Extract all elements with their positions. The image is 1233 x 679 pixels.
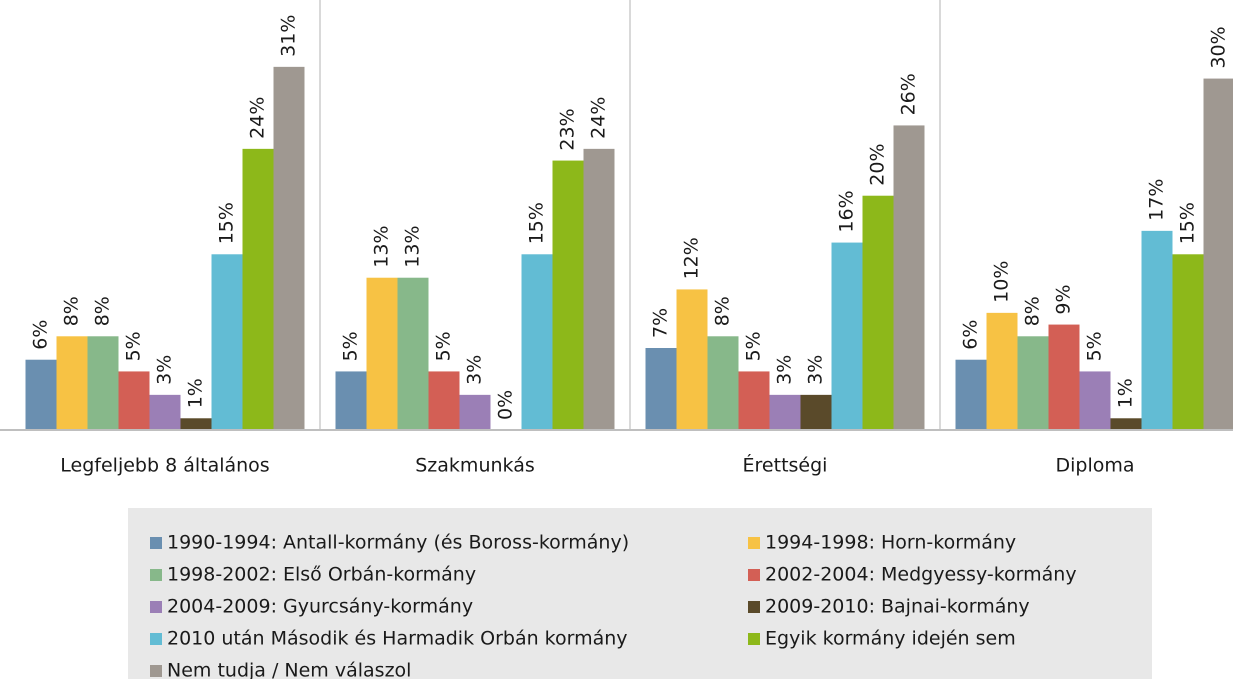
- data-label: 20%: [867, 143, 889, 185]
- data-label: 31%: [278, 15, 300, 57]
- legend-label: 1998-2002: Első Orbán-kormány: [167, 564, 476, 586]
- legend-label: Egyik kormány idején sem: [765, 628, 1016, 650]
- legend-swatch: [150, 665, 162, 677]
- data-label: 12%: [681, 237, 703, 279]
- data-label: 0%: [495, 390, 517, 420]
- data-label: 17%: [1146, 179, 1168, 221]
- bar: [1110, 418, 1142, 430]
- legend-label: 1994-1998: Horn-kormány: [765, 532, 1016, 554]
- bar: [800, 394, 832, 430]
- bar: [552, 160, 584, 431]
- data-label: 30%: [1208, 26, 1230, 68]
- bar: [1203, 78, 1233, 431]
- data-label: 3%: [774, 355, 796, 385]
- data-label: 1%: [185, 378, 207, 408]
- legend-label: Nem tudja / Nem válaszol: [167, 660, 411, 679]
- legend-swatch: [150, 537, 162, 549]
- bar: [1017, 336, 1049, 430]
- data-label: 13%: [402, 225, 424, 267]
- data-label: 13%: [371, 225, 393, 267]
- data-label: 3%: [464, 355, 486, 385]
- x-tick-label: Legfeljebb 8 általános: [60, 455, 269, 477]
- bar: [769, 394, 801, 430]
- data-label: 23%: [557, 108, 579, 150]
- data-label: 5%: [743, 331, 765, 361]
- data-label: 6%: [30, 320, 52, 350]
- data-label: 8%: [92, 296, 114, 326]
- data-label: 9%: [1053, 284, 1075, 314]
- data-label: 3%: [154, 355, 176, 385]
- bar: [242, 148, 274, 430]
- bar: [1172, 254, 1204, 430]
- x-tick-label: Szakmunkás: [415, 455, 534, 477]
- data-label: 15%: [1177, 202, 1199, 244]
- bar: [335, 371, 367, 430]
- data-label: 8%: [712, 296, 734, 326]
- data-label: 24%: [588, 97, 610, 139]
- bar: [118, 371, 150, 430]
- bar: [1141, 230, 1173, 430]
- bar: [149, 394, 181, 430]
- data-label: 10%: [991, 261, 1013, 303]
- bar: [645, 348, 677, 430]
- bar: [955, 359, 987, 430]
- legend-swatch: [748, 569, 760, 581]
- bar: [1079, 371, 1111, 430]
- legend-label: 2004-2009: Gyurcsány-kormány: [167, 596, 473, 618]
- data-label: 6%: [960, 320, 982, 350]
- bar: [211, 254, 243, 430]
- legend-label: 2009-2010: Bajnai-kormány: [765, 596, 1030, 618]
- legend-swatch: [150, 569, 162, 581]
- bar: [893, 125, 925, 430]
- bar: [25, 359, 57, 430]
- data-label: 3%: [805, 355, 827, 385]
- bar: [428, 371, 460, 430]
- legend-box: [128, 508, 1152, 679]
- data-label: 5%: [1084, 331, 1106, 361]
- legend-label: 2010 után Második és Harmadik Orbán korm…: [167, 628, 628, 650]
- bar: [521, 254, 553, 430]
- data-label: 15%: [216, 202, 238, 244]
- legend-label: 2002-2004: Medgyessy-kormány: [765, 564, 1077, 586]
- bar: [583, 148, 615, 430]
- data-label: 8%: [1022, 296, 1044, 326]
- data-label: 1%: [1115, 378, 1137, 408]
- bar: [707, 336, 739, 430]
- bar: [831, 242, 863, 430]
- legend-swatch: [748, 601, 760, 613]
- bar: [738, 371, 770, 430]
- bar: [397, 277, 429, 430]
- bar: [862, 195, 894, 430]
- legend-swatch: [748, 633, 760, 645]
- bar: [180, 418, 212, 430]
- data-label: 15%: [526, 202, 548, 244]
- bar: [676, 289, 708, 430]
- bar: [986, 312, 1018, 430]
- data-label: 5%: [433, 331, 455, 361]
- data-label: 24%: [247, 97, 269, 139]
- bar: [87, 336, 119, 430]
- data-label: 26%: [898, 73, 920, 115]
- data-label: 7%: [650, 308, 672, 338]
- data-label: 16%: [836, 190, 858, 232]
- legend-swatch: [150, 633, 162, 645]
- legend-swatch: [150, 601, 162, 613]
- data-label: 8%: [61, 296, 83, 326]
- legend-swatch: [748, 537, 760, 549]
- data-label: 5%: [123, 331, 145, 361]
- x-tick-label: Diploma: [1055, 455, 1134, 477]
- legend-label: 1990-1994: Antall-kormány (és Boross-kor…: [167, 532, 629, 554]
- bar: [273, 66, 305, 430]
- bar: [56, 336, 88, 430]
- bar: [366, 277, 398, 430]
- data-label: 5%: [340, 331, 362, 361]
- bar: [459, 394, 491, 430]
- bar: [1048, 324, 1080, 430]
- x-tick-label: Érettségi: [743, 454, 828, 477]
